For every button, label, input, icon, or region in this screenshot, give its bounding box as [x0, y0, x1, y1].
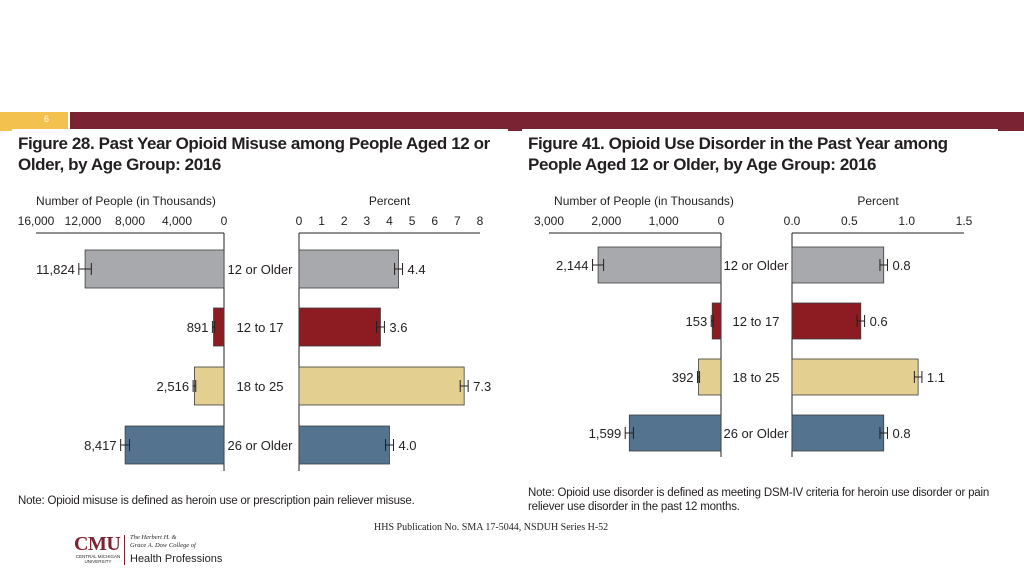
percent-bar [791, 414, 885, 452]
category-label: 12 or Older [227, 262, 293, 277]
count-tick-label: 1,000 [649, 214, 679, 228]
logo-divider [124, 535, 125, 565]
count-error-bar [192, 380, 197, 392]
count-error-bar [696, 371, 701, 383]
percent-error-bar [879, 427, 889, 439]
count-tick-label: 4,000 [162, 214, 192, 228]
logo-line-2: Grace A. Dow College of [130, 542, 196, 549]
percent-bar [791, 358, 919, 396]
percent-bar [791, 246, 885, 284]
figure-28-note: Note: Opioid misuse is defined as heroin… [18, 495, 415, 507]
percent-bar [298, 366, 465, 406]
percent-bar [298, 249, 399, 289]
figure-41-title: Figure 41. Opioid Use Disorder in the Pa… [528, 134, 948, 174]
count-tick-label: 12,000 [65, 214, 102, 228]
count-bar [124, 425, 225, 465]
percent-error-bar [913, 371, 923, 383]
count-value-label: 392 [672, 370, 694, 385]
count-bar [194, 366, 225, 406]
figure-41-panel: Figure 41. Opioid Use Disorder in the Pa… [522, 129, 998, 517]
percent-axis-label: Percent [857, 194, 899, 208]
percent-tick-label: 0.0 [784, 214, 801, 228]
count-bar [84, 249, 225, 289]
source-citation: HHS Publication No. SMA 17-5044, NSDUH S… [374, 522, 609, 533]
count-bar [597, 246, 722, 284]
percent-value-label: 1.1 [927, 370, 945, 385]
count-value-label: 1,599 [589, 426, 622, 441]
percent-tick-label: 1.5 [956, 214, 973, 228]
percent-tick-label: 7 [454, 214, 461, 228]
count-error-bar [78, 263, 92, 275]
percent-error-bar [375, 321, 385, 333]
category-label: 12 to 17 [733, 314, 780, 329]
percent-value-label: 0.8 [893, 426, 911, 441]
count-tick-label: 0 [718, 214, 725, 228]
figure-28-panel: Figure 28. Past Year Opioid Misuse among… [12, 129, 508, 517]
count-tick-label: 2,000 [591, 214, 621, 228]
category-label: 18 to 25 [237, 379, 284, 394]
percent-value-label: 4.0 [398, 438, 416, 453]
percent-error-bar [879, 259, 889, 271]
percent-tick-label: 4 [386, 214, 393, 228]
slide-number-box [0, 112, 68, 131]
count-tick-label: 16,000 [18, 214, 55, 228]
category-label: 26 or Older [227, 438, 293, 453]
percent-tick-label: 5 [409, 214, 416, 228]
count-tick-label: 3,000 [534, 214, 564, 228]
count-error-bar [120, 439, 131, 451]
count-bar [698, 358, 722, 396]
percent-bar [298, 425, 390, 465]
figure-28-title: Figure 28. Past Year Opioid Misuse among… [18, 134, 490, 174]
category-label: 18 to 25 [733, 370, 780, 385]
count-error-bar [211, 321, 216, 333]
header-band [70, 112, 1024, 131]
percent-tick-label: 2 [341, 214, 348, 228]
count-value-label: 2,516 [157, 379, 190, 394]
category-label: 12 to 17 [237, 320, 284, 335]
percent-error-bar [856, 315, 866, 327]
logo-university: CENTRAL MICHIGAN UNIVERSITY [75, 554, 121, 564]
percent-tick-label: 8 [477, 214, 484, 228]
count-tick-label: 0 [221, 214, 228, 228]
count-axis-label: Number of People (in Thousands) [36, 194, 216, 208]
count-value-label: 891 [187, 320, 209, 335]
percent-tick-label: 0 [296, 214, 303, 228]
logo-line-3: Health Professions [130, 553, 223, 565]
category-label: 26 or Older [723, 426, 789, 441]
figure-41-chart: Number of People (in Thousands) Percent 3,… [534, 194, 973, 457]
percent-bar [791, 302, 862, 340]
percent-tick-label: 3 [364, 214, 371, 228]
percent-value-label: 7.3 [473, 379, 491, 394]
figure-28-chart: Number of People (in Thousands) Percent16… [18, 194, 491, 471]
count-value-label: 8,417 [84, 438, 117, 453]
count-value-label: 11,824 [36, 262, 75, 277]
count-error-bar [624, 427, 634, 439]
percent-error-bar [459, 380, 469, 392]
count-error-bar [710, 315, 714, 327]
percent-tick-label: 0.5 [841, 214, 858, 228]
percent-value-label: 3.6 [389, 320, 407, 335]
percent-bar [298, 307, 381, 347]
percent-tick-label: 1.0 [898, 214, 915, 228]
count-tick-label: 8,000 [115, 214, 145, 228]
count-bar [628, 414, 722, 452]
logo-wordmark: CMU [74, 533, 121, 555]
cmu-logo: CMU CENTRAL MICHIGAN UNIVERSITY The Herb… [74, 533, 244, 569]
percent-error-bar [394, 263, 404, 275]
count-axis-label: Number of People (in Thousands) [554, 194, 734, 208]
category-label: 12 or Older [723, 258, 789, 273]
logo-line-1: The Herbert H. & [130, 534, 177, 541]
count-error-bar [592, 259, 605, 271]
percent-error-bar [385, 439, 394, 451]
percent-value-label: 0.8 [893, 258, 911, 273]
slide-number: 6 [44, 114, 50, 124]
percent-value-label: 0.6 [870, 314, 888, 329]
figure-41-note: Note: Opioid use disorder is defined as … [528, 487, 990, 513]
percent-value-label: 4.4 [408, 262, 426, 277]
percent-axis-label: Percent [369, 194, 411, 208]
percent-tick-label: 6 [431, 214, 438, 228]
count-value-label: 2,144 [556, 258, 589, 273]
count-value-label: 153 [685, 314, 707, 329]
percent-tick-label: 1 [318, 214, 325, 228]
